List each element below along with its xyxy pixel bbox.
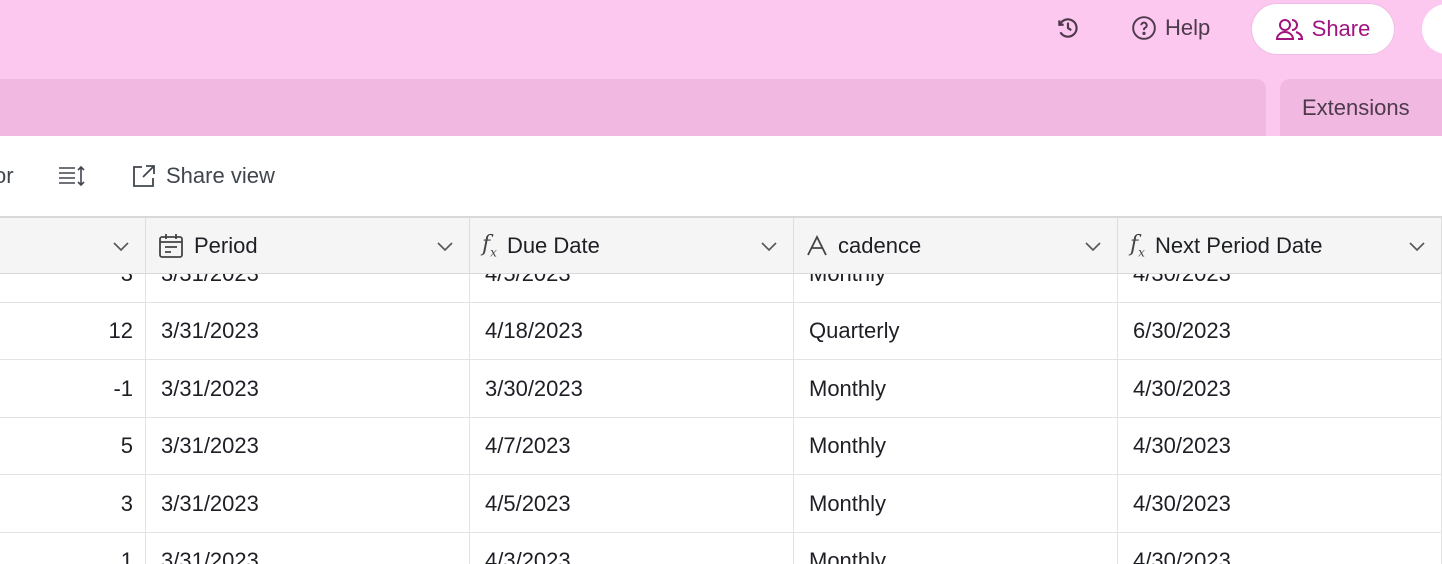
- share-view-label: Share view: [166, 163, 275, 189]
- extensions-label: Extensions: [1302, 95, 1410, 121]
- chevron-down-icon[interactable]: [1083, 236, 1103, 256]
- share-label: Share: [1312, 16, 1371, 42]
- days-cell[interactable]: 12: [0, 303, 146, 361]
- row-height-icon: [58, 165, 86, 187]
- color-label: or: [0, 163, 14, 189]
- due-date-cell[interactable]: 3/30/2023: [470, 360, 794, 418]
- formula-icon: fx: [1130, 232, 1145, 259]
- next-period-date-cell[interactable]: 4/30/2023: [1118, 418, 1442, 476]
- history-button[interactable]: [1055, 15, 1081, 41]
- extensions-button[interactable]: Extensions: [1280, 79, 1442, 136]
- grid-body: 33/31/20234/5/2023Monthly4/30/2023123/31…: [0, 274, 1442, 564]
- chevron-down-icon[interactable]: [759, 236, 779, 256]
- period-cell[interactable]: 3/31/2023: [146, 475, 470, 533]
- color-button[interactable]: or: [0, 136, 14, 216]
- column-header-period[interactable]: Period: [146, 218, 470, 274]
- cadence-cell[interactable]: Monthly: [794, 418, 1118, 476]
- cadence-cell[interactable]: Monthly: [794, 274, 1118, 303]
- help-button[interactable]: Help: [1131, 15, 1210, 41]
- data-grid: Period fx Due Date cadence fx Next Perio…: [0, 216, 1442, 562]
- cadence-cell[interactable]: Monthly: [794, 360, 1118, 418]
- calendar-icon: [158, 233, 184, 259]
- days-cell[interactable]: 3: [0, 475, 146, 533]
- next-period-date-cell[interactable]: 4/30/2023: [1118, 475, 1442, 533]
- column-label: Due Date: [507, 233, 600, 259]
- period-cell[interactable]: 3/31/2023: [146, 360, 470, 418]
- column-label: Period: [194, 233, 258, 259]
- notifications-button[interactable]: [1422, 4, 1442, 54]
- history-icon: [1055, 15, 1081, 41]
- view-toolbar: or Share view: [0, 136, 1442, 216]
- days-cell[interactable]: -1: [0, 360, 146, 418]
- help-label: Help: [1165, 15, 1210, 41]
- due-date-cell[interactable]: 4/7/2023: [470, 418, 794, 476]
- share-button[interactable]: Share: [1252, 4, 1394, 54]
- due-date-cell[interactable]: 4/5/2023: [470, 475, 794, 533]
- period-cell[interactable]: 3/31/2023: [146, 274, 470, 303]
- due-date-cell[interactable]: 4/5/2023: [470, 274, 794, 303]
- help-icon: [1131, 15, 1157, 41]
- column-header-next-period-date[interactable]: fx Next Period Date: [1118, 218, 1442, 274]
- column-header-number[interactable]: [0, 218, 146, 274]
- next-period-date-cell[interactable]: 4/30/2023: [1118, 360, 1442, 418]
- table-tabs-bar: [0, 79, 1266, 136]
- row-height-button[interactable]: [58, 136, 86, 216]
- chevron-down-icon[interactable]: [1407, 236, 1427, 256]
- chevron-down-icon[interactable]: [435, 236, 455, 256]
- days-cell[interactable]: 5: [0, 418, 146, 476]
- due-date-cell[interactable]: 4/18/2023: [470, 303, 794, 361]
- next-period-date-cell[interactable]: 4/30/2023: [1118, 274, 1442, 303]
- period-cell[interactable]: 3/31/2023: [146, 418, 470, 476]
- column-label: cadence: [838, 233, 921, 259]
- users-icon: [1276, 17, 1304, 41]
- column-label: Next Period Date: [1155, 233, 1323, 259]
- column-header-cadence[interactable]: cadence: [794, 218, 1118, 274]
- share-view-button[interactable]: Share view: [132, 136, 275, 216]
- text-icon: [806, 235, 828, 257]
- next-period-date-cell[interactable]: 6/30/2023: [1118, 303, 1442, 361]
- days-cell[interactable]: 3: [0, 274, 146, 303]
- period-cell[interactable]: 3/31/2023: [146, 533, 470, 564]
- formula-icon: fx: [482, 232, 497, 259]
- next-period-date-cell[interactable]: 4/30/2023: [1118, 533, 1442, 564]
- cadence-cell[interactable]: Quarterly: [794, 303, 1118, 361]
- column-header-due-date[interactable]: fx Due Date: [470, 218, 794, 274]
- cadence-cell[interactable]: Monthly: [794, 533, 1118, 564]
- external-link-icon: [132, 164, 156, 188]
- days-cell[interactable]: 1: [0, 533, 146, 564]
- grid-header: Period fx Due Date cadence fx Next Perio…: [0, 218, 1442, 274]
- cadence-cell[interactable]: Monthly: [794, 475, 1118, 533]
- chevron-down-icon[interactable]: [111, 236, 131, 256]
- due-date-cell[interactable]: 4/3/2023: [470, 533, 794, 564]
- period-cell[interactable]: 3/31/2023: [146, 303, 470, 361]
